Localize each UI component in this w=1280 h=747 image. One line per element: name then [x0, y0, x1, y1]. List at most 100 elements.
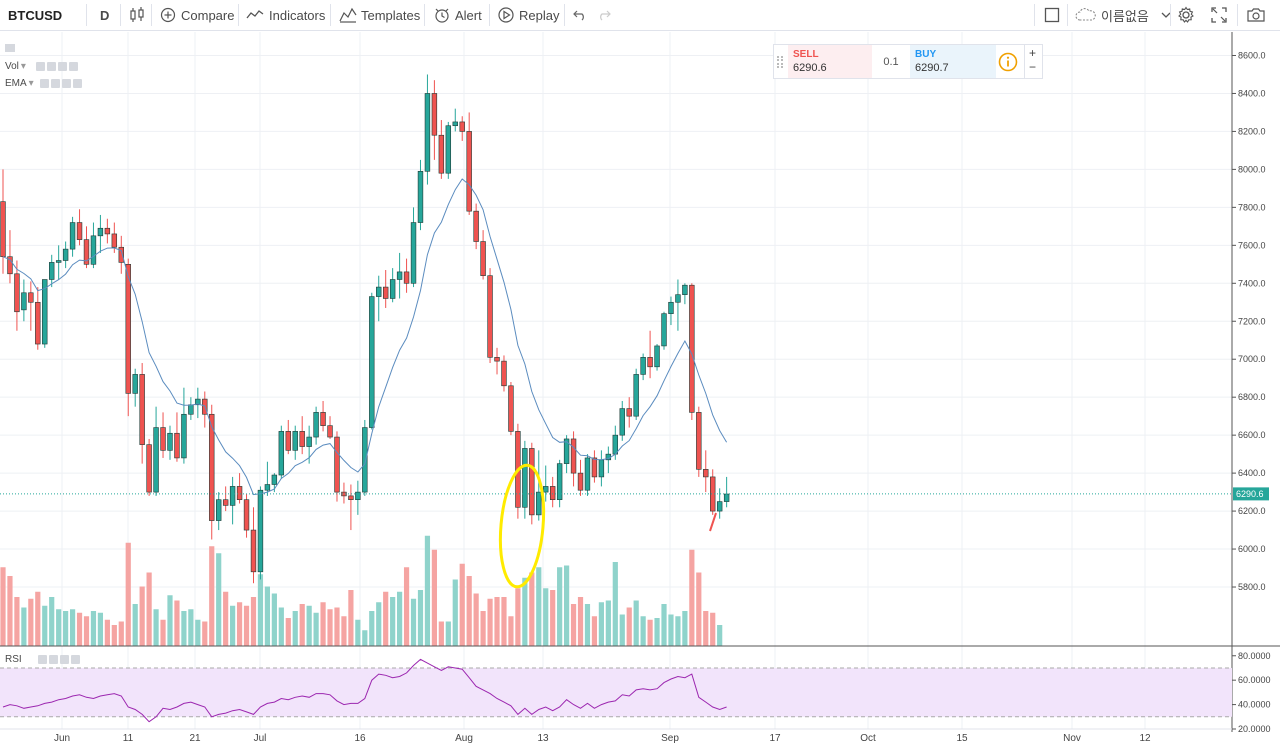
- interval-selector[interactable]: D: [100, 7, 110, 23]
- compare-button[interactable]: Compare: [160, 0, 234, 30]
- candle: [97, 214, 104, 253]
- volume-bar: [250, 597, 257, 646]
- snapshot-button[interactable]: [1246, 0, 1266, 30]
- replay-button[interactable]: Replay: [497, 0, 559, 30]
- more-icon[interactable]: [59, 655, 69, 664]
- candle-body: [236, 486, 243, 500]
- volume-bar: [501, 597, 507, 646]
- volume-bar: [619, 614, 625, 646]
- chart-style-button[interactable]: [128, 0, 146, 30]
- volume-bar: [536, 567, 542, 646]
- eye-icon[interactable]: [39, 79, 49, 88]
- candle-body: [501, 360, 507, 387]
- buy-button[interactable]: BUY 6290.7: [910, 45, 996, 78]
- candle: [417, 159, 424, 231]
- drag-handle[interactable]: [777, 56, 783, 68]
- candle: [389, 268, 396, 303]
- volume-bar: [209, 546, 215, 646]
- candle-body: [431, 93, 438, 136]
- fullscreen-button[interactable]: [1211, 0, 1227, 30]
- redo-icon: [600, 10, 611, 21]
- alert-button[interactable]: Alert: [433, 0, 482, 30]
- vol-dropdown-icon[interactable]: ▾: [20, 61, 26, 72]
- close-icon[interactable]: [72, 79, 82, 88]
- candle-body: [55, 260, 62, 263]
- candle-body: [111, 233, 118, 248]
- volume-bar: [42, 605, 48, 646]
- candle: [661, 311, 667, 350]
- divider: [151, 4, 152, 26]
- candle: [42, 279, 48, 348]
- candle-body: [250, 529, 257, 573]
- candle: [362, 419, 368, 496]
- volume-bar: [236, 602, 243, 646]
- eye-icon[interactable]: [37, 655, 47, 664]
- volume-bar: [480, 611, 486, 646]
- settings-button[interactable]: [1177, 0, 1195, 30]
- close-icon[interactable]: [70, 655, 80, 664]
- candle-body: [626, 408, 632, 417]
- settings-icon[interactable]: [48, 655, 58, 664]
- price-axis: 8600.0 8400.0 8200.0 8000.0 7800.0 7600.0 7400…: [1232, 50, 1266, 592]
- volume-bar: [21, 607, 27, 646]
- fullscreen-toggle-button[interactable]: [1044, 0, 1060, 30]
- candle: [598, 450, 605, 487]
- last-price-badge: [1233, 487, 1269, 501]
- price-tick-label: 6400.0: [1238, 468, 1266, 478]
- candle: [21, 279, 27, 322]
- price-tick-label: 5800.0: [1238, 582, 1266, 592]
- ema-legend[interactable]: EMA ▾: [5, 78, 82, 89]
- divider: [1170, 4, 1171, 26]
- more-icon[interactable]: [57, 62, 67, 71]
- price-chart[interactable]: 8600.0 8400.0 8200.0 8000.0 7800.0 7600.0 7400…: [0, 32, 1280, 747]
- templates-button[interactable]: Templates: [339, 0, 420, 30]
- settings-icon[interactable]: [50, 79, 60, 88]
- candle: [334, 431, 340, 502]
- redo-button[interactable]: [597, 0, 611, 30]
- rsi-legend[interactable]: RSI: [5, 654, 80, 665]
- volume-bar: [7, 576, 13, 646]
- candle: [703, 450, 709, 493]
- eye-icon[interactable]: [35, 62, 45, 71]
- divider: [1067, 4, 1068, 26]
- candle-body: [125, 264, 131, 394]
- symbol-search[interactable]: BTCUSD: [8, 7, 63, 23]
- sell-button[interactable]: SELL 6290.6: [788, 45, 872, 78]
- minus-icon[interactable]: −: [1029, 60, 1037, 74]
- candle: [682, 283, 688, 305]
- close-icon[interactable]: [68, 62, 78, 71]
- candle: [716, 488, 723, 519]
- candle-body: [264, 484, 271, 491]
- layout-name-dropdown[interactable]: 이름없음: [1075, 0, 1171, 30]
- vol-legend[interactable]: Vol ▾: [5, 61, 78, 72]
- volume-bar: [56, 609, 62, 646]
- volume-bar: [417, 590, 424, 646]
- undo-button[interactable]: [573, 0, 587, 30]
- candle-body: [696, 412, 702, 470]
- time-tick-label: 16: [354, 733, 366, 744]
- volume-bar: [188, 609, 194, 646]
- quantity-value[interactable]: 0.1: [883, 55, 899, 68]
- settings-icon[interactable]: [46, 62, 56, 71]
- volume-bar: [550, 590, 556, 646]
- ema-dropdown-icon[interactable]: ▾: [28, 78, 34, 89]
- plus-icon[interactable]: +: [1029, 46, 1037, 60]
- candle-body: [556, 463, 563, 500]
- compare-label: Compare: [181, 7, 235, 23]
- candle-body: [452, 121, 458, 127]
- info-icon[interactable]: [998, 52, 1018, 75]
- vol-legend-label: Vol: [5, 61, 19, 72]
- volume-bar: [285, 618, 291, 646]
- candle-body: [577, 472, 584, 491]
- candle: [369, 292, 375, 430]
- volume-bar: [466, 576, 472, 646]
- volume-bar: [306, 605, 312, 646]
- candle: [327, 416, 333, 439]
- indicators-button[interactable]: Indicators: [246, 0, 325, 30]
- candle: [355, 480, 361, 515]
- quantity-stepper: + −: [1024, 45, 1043, 78]
- more-icon[interactable]: [61, 79, 71, 88]
- price-tick-label: 7800.0: [1238, 202, 1266, 212]
- candle-body: [689, 284, 695, 413]
- divider: [424, 4, 425, 26]
